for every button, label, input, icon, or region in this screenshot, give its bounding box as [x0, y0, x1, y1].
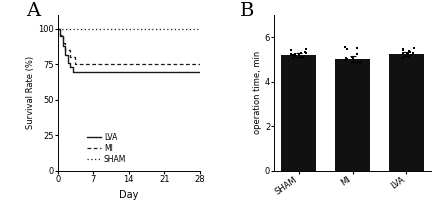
Point: [299, 55, 306, 59]
Point: [292, 53, 299, 56]
Point: [410, 52, 417, 55]
Point: [288, 49, 295, 52]
Text: A: A: [27, 2, 40, 20]
Point: [349, 58, 357, 61]
Point: [410, 46, 417, 49]
Y-axis label: operation time, min: operation time, min: [253, 51, 262, 134]
Text: B: B: [240, 2, 254, 20]
Point: [406, 49, 413, 53]
Point: [344, 48, 351, 51]
Point: [350, 57, 357, 60]
Point: [400, 48, 407, 52]
Point: [353, 52, 361, 55]
Point: [400, 47, 407, 50]
Point: [296, 53, 303, 57]
Point: [290, 57, 297, 60]
Bar: [281, 55, 316, 171]
Point: [288, 52, 295, 55]
Point: [297, 51, 304, 55]
Point: [303, 48, 310, 51]
Point: [399, 51, 406, 55]
Point: [404, 53, 412, 56]
Point: [292, 54, 299, 58]
Point: [353, 47, 361, 50]
Point: [406, 51, 413, 54]
Point: [405, 55, 412, 59]
Y-axis label: Survival Rate (%): Survival Rate (%): [26, 56, 35, 129]
Point: [289, 54, 297, 57]
Point: [356, 61, 363, 64]
Point: [302, 50, 309, 53]
X-axis label: Day: Day: [119, 190, 139, 200]
Point: [302, 51, 309, 54]
Bar: [335, 59, 370, 171]
Point: [343, 58, 350, 61]
Legend: LVA, MI, SHAM: LVA, MI, SHAM: [87, 133, 126, 164]
Point: [355, 60, 362, 63]
Point: [341, 45, 349, 49]
Point: [349, 55, 356, 59]
Point: [343, 56, 350, 59]
Point: [341, 59, 348, 62]
Bar: [389, 54, 424, 171]
Point: [408, 53, 415, 57]
Point: [400, 57, 407, 60]
Point: [402, 54, 409, 58]
